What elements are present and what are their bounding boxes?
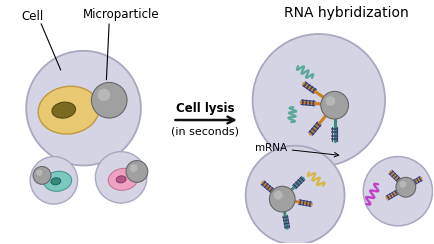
Circle shape (126, 161, 148, 182)
Circle shape (33, 166, 51, 184)
Ellipse shape (44, 171, 72, 191)
Circle shape (320, 91, 348, 119)
Text: Microparticle: Microparticle (82, 8, 159, 21)
Circle shape (252, 34, 384, 166)
Circle shape (362, 157, 431, 226)
Text: mRNA: mRNA (254, 143, 338, 157)
Circle shape (91, 82, 127, 118)
Circle shape (130, 164, 137, 172)
Circle shape (95, 152, 147, 203)
Text: Cell lysis: Cell lysis (175, 102, 234, 115)
Circle shape (26, 51, 141, 165)
Ellipse shape (51, 178, 61, 185)
Ellipse shape (116, 176, 126, 183)
Circle shape (398, 181, 405, 188)
Ellipse shape (52, 102, 76, 118)
Circle shape (30, 157, 77, 204)
Text: Cell: Cell (21, 10, 43, 23)
Ellipse shape (38, 86, 99, 134)
Circle shape (245, 146, 344, 244)
Circle shape (395, 177, 415, 197)
Text: (in seconds): (in seconds) (171, 127, 239, 137)
Ellipse shape (108, 168, 138, 190)
Text: RNA hybridization: RNA hybridization (283, 6, 408, 20)
Circle shape (36, 170, 43, 176)
Circle shape (325, 96, 335, 106)
Circle shape (273, 191, 282, 200)
Circle shape (98, 89, 110, 101)
Circle shape (269, 186, 294, 212)
